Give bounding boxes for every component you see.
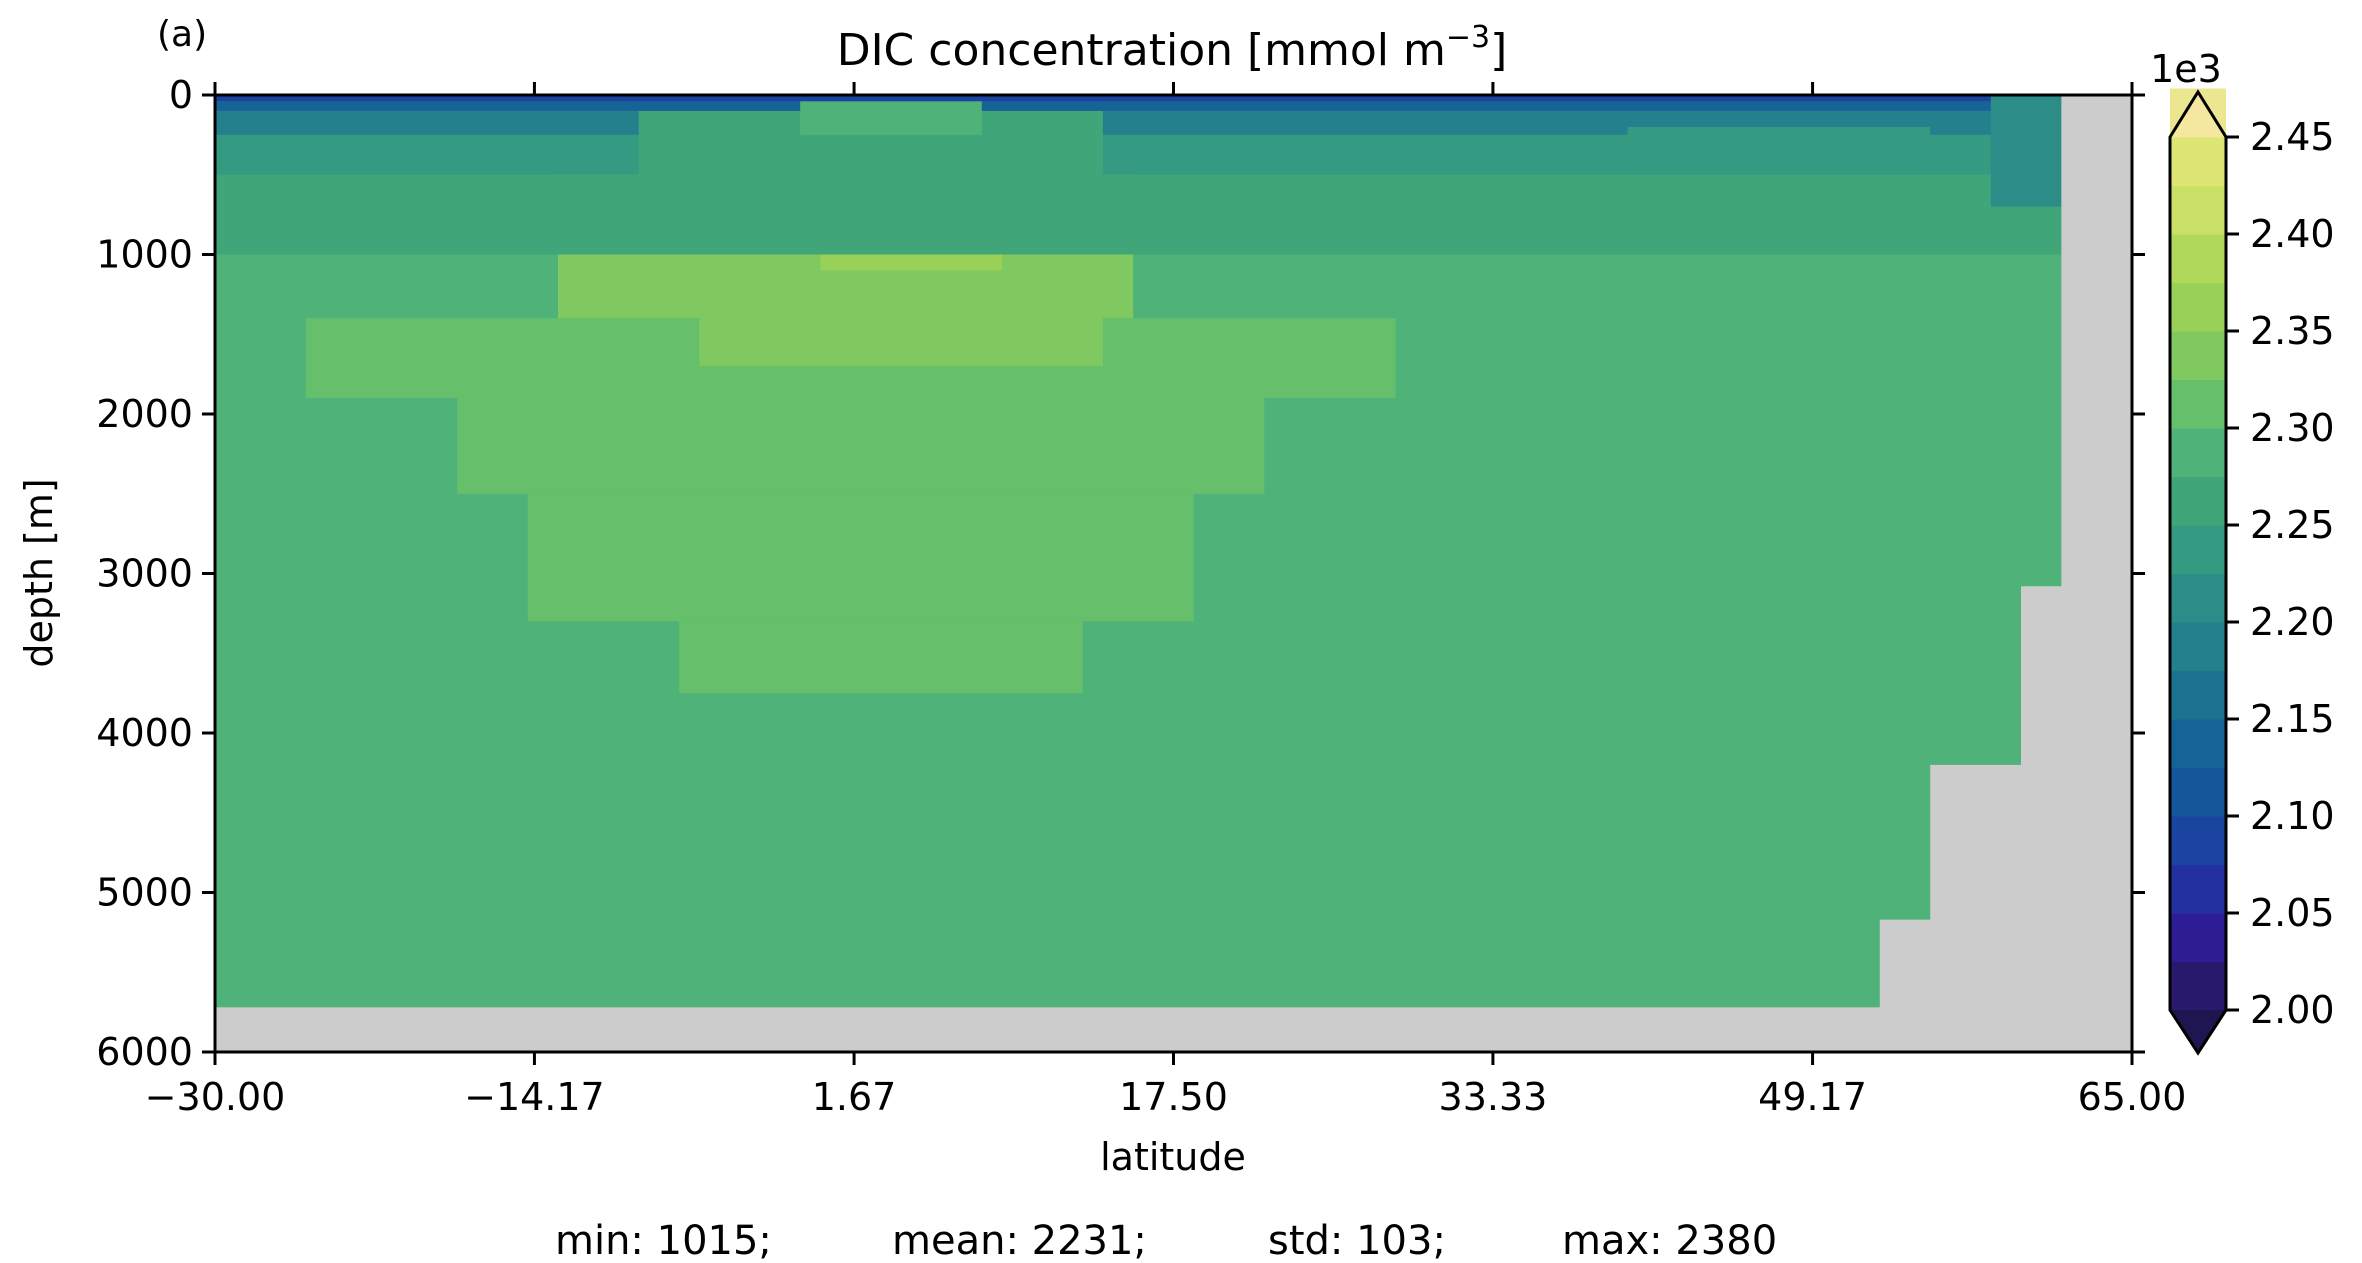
chart-title: DIC concentration [mmol m−3]	[837, 20, 1508, 76]
x-tick-label: 65.00	[2078, 1075, 2187, 1119]
heatmap-region-2	[457, 398, 1265, 494]
colorbar-tick-label: 2.25	[2250, 503, 2335, 547]
colorbar-segment-13	[2170, 331, 2226, 381]
colorbar-tick-label: 2.40	[2250, 212, 2335, 256]
colorbar-segment-1	[2170, 913, 2226, 963]
stat-mean: mean: 2231;	[892, 1218, 1147, 1263]
colorbar-segment-2	[2170, 864, 2226, 914]
heatmap-region-11	[215, 101, 2132, 111]
colorbar-segment-7	[2170, 622, 2226, 672]
colorbar-segment-5	[2170, 719, 2226, 769]
x-tick-label: −30.00	[145, 1075, 286, 1119]
chart-title-end: ]	[1490, 25, 1507, 76]
x-tick-label: 17.50	[1119, 1075, 1228, 1119]
y-tick-label: 5000	[96, 871, 193, 915]
y-tick-label: 1000	[96, 233, 193, 277]
y-tick-label: 3000	[96, 552, 193, 596]
heatmap-region-8	[215, 174, 2132, 255]
stat-min: min: 1015;	[555, 1218, 772, 1263]
x-tick-label: −14.17	[464, 1075, 605, 1119]
colorbar-multiplier: 1e3	[2150, 47, 2222, 91]
colorbar-tick-label: 2.20	[2250, 600, 2335, 644]
colorbar-segment-6	[2170, 670, 2226, 720]
plot-area	[215, 95, 2132, 1052]
panel-label: (a)	[157, 14, 207, 55]
y-tick-label: 6000	[96, 1030, 193, 1074]
stats-line: min: 1015; mean: 2231; std: 103; max: 23…	[555, 1218, 1777, 1263]
colorbar-segment-9	[2170, 525, 2226, 575]
y-tick-label: 0	[169, 73, 193, 117]
heatmap-region-12	[215, 95, 2132, 102]
colorbar-tick-label: 2.45	[2250, 115, 2335, 159]
land-mask	[215, 95, 2132, 1052]
colorbar-extend-max	[2170, 92, 2226, 137]
land-mask-cell-0	[215, 1007, 2132, 1052]
y-tick-label: 2000	[96, 392, 193, 436]
colorbar-segment-11	[2170, 428, 2226, 478]
heatmap-region-4	[679, 621, 1083, 694]
heatmap-region-14	[800, 101, 982, 135]
colorbar: 2.00 2.05 2.10 2.15 2.20 2.25 2.30 2.35 2.40 2.45	[2168, 88, 2335, 1056]
x-tick-label: 33.33	[1439, 1075, 1548, 1119]
stat-std: std: 103;	[1268, 1218, 1446, 1263]
heatmap-region-15	[1627, 126, 1931, 175]
colorbar-segment-10	[2170, 476, 2226, 526]
y-tick-label: 4000	[96, 711, 193, 755]
colorbar-segment-4	[2170, 767, 2226, 817]
stat-max: max: 2380	[1562, 1218, 1777, 1263]
y-axis-label: depth [m]	[17, 478, 61, 667]
colorbar-segment-12	[2170, 379, 2226, 429]
colorbar-segment-0	[2170, 961, 2226, 1011]
colorbar-tick-label: 2.05	[2250, 891, 2335, 935]
colorbar-segment-14	[2170, 282, 2226, 332]
colorbar-segment-16	[2170, 185, 2226, 235]
chart-title-superscript: −3	[1446, 20, 1490, 55]
colorbar-tick-label: 2.30	[2250, 406, 2335, 450]
colorbar-segment-8	[2170, 573, 2226, 623]
colorbar-tick-label: 2.35	[2250, 309, 2335, 353]
colorbar-tick-label: 2.15	[2250, 697, 2335, 741]
x-tick-label: 1.67	[812, 1075, 897, 1119]
colorbar-extend-min	[2170, 1010, 2226, 1053]
chart-title-main: DIC concentration [mmol m	[837, 25, 1446, 76]
land-mask-cell-4	[2061, 95, 2132, 1052]
y-axis: 0 1000 2000 3000 4000 5000 6000	[96, 73, 2145, 1074]
colorbar-segment-15	[2170, 234, 2226, 284]
x-axis: −30.00 −14.17 1.67 17.50 33.33 49.17 65.00	[145, 82, 2187, 1119]
heatmap-region-3	[527, 493, 1194, 622]
colorbar-segment-3	[2170, 816, 2226, 866]
x-tick-label: 49.17	[1758, 1075, 1867, 1119]
colorbar-segment-17	[2170, 137, 2226, 187]
x-axis-label: latitude	[1100, 1135, 1246, 1179]
colorbar-tick-label: 2.10	[2250, 794, 2335, 838]
colorbar-tick-label: 2.00	[2250, 988, 2335, 1032]
